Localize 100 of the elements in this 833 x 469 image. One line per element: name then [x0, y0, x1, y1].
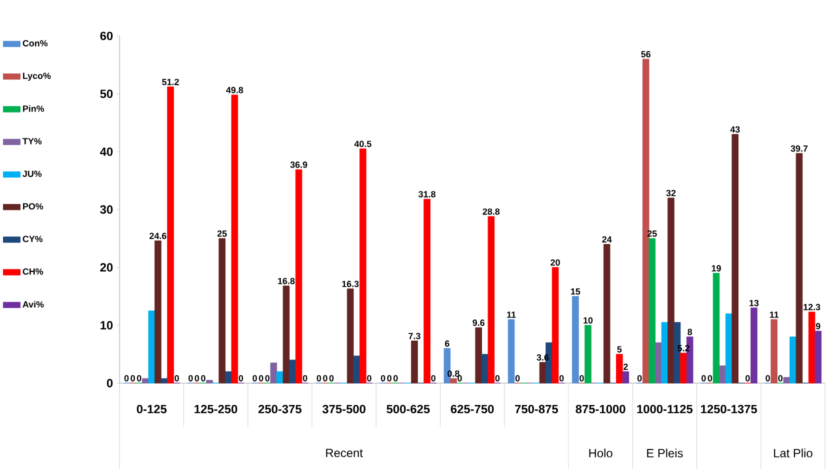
data-label: 10 — [584, 317, 593, 324]
legend-label: Con% — [22, 40, 48, 46]
legend-label: JU% — [22, 170, 42, 177]
data-label: 7.3 — [408, 332, 420, 340]
bar — [148, 310, 156, 384]
data-label: 0 — [136, 375, 142, 382]
y-tick-label: 60 — [100, 32, 113, 40]
data-label: 0 — [702, 375, 706, 382]
data-label: 24 — [602, 236, 612, 242]
x-tick-label: 1250-1375 — [701, 404, 757, 414]
data-label: 9.6 — [472, 319, 484, 326]
bar — [712, 272, 720, 384]
data-label: 0 — [746, 375, 750, 382]
data-label: 25 — [217, 230, 227, 237]
data-label: 0 — [580, 375, 584, 382]
bar — [360, 148, 366, 384]
bar — [584, 324, 592, 384]
x-tick-label: 625-750 — [450, 404, 494, 414]
bar — [572, 296, 579, 384]
bar — [289, 360, 296, 384]
bar — [142, 378, 149, 384]
legend-label: Pin% — [23, 105, 44, 112]
legend-label: CH% — [22, 268, 44, 275]
data-label: 0 — [188, 375, 193, 382]
data-label: 0 — [201, 375, 206, 382]
text: Holo — [589, 448, 612, 458]
data-label: 8 — [688, 328, 692, 336]
bar — [648, 238, 656, 384]
y-tick-label: 0 — [106, 378, 113, 388]
data-label: 40.5 — [354, 140, 372, 148]
data-label: 0 — [302, 375, 308, 382]
x-tick-label: 250-375 — [258, 404, 302, 414]
data-label: 0 — [194, 375, 200, 382]
data-label: 0 — [778, 375, 783, 382]
bar — [224, 371, 232, 384]
data-label: 0 — [316, 375, 322, 382]
bar — [206, 380, 213, 384]
bar — [814, 330, 822, 384]
x-tick-label: 875-1000 — [576, 404, 626, 414]
bar — [642, 58, 650, 384]
x-tick-label: 125-250 — [194, 404, 238, 414]
data-label: 0 — [393, 375, 398, 382]
bar — [790, 336, 796, 384]
legend-label: Avi% — [22, 300, 44, 308]
data-label: 0 — [174, 375, 179, 382]
data-label: 0 — [367, 375, 372, 382]
bar — [750, 308, 758, 384]
data-label: 0 — [124, 375, 129, 382]
data-label: 0 — [380, 375, 386, 382]
bar — [603, 244, 610, 384]
data-label: 0 — [130, 375, 135, 382]
y-tick-label: 10 — [100, 320, 113, 330]
text: E Pleis — [647, 448, 683, 458]
data-label: 24.6 — [150, 232, 166, 240]
data-label: 0 — [458, 375, 462, 382]
data-label: 43 — [730, 126, 740, 133]
data-label: 12.3 — [804, 304, 820, 310]
bar — [295, 169, 302, 384]
x-tick-label: 500-625 — [386, 404, 430, 414]
text: Recent — [326, 448, 363, 458]
data-label: 0 — [323, 375, 328, 382]
bar — [231, 94, 238, 384]
bar — [411, 340, 418, 384]
bar — [770, 319, 778, 384]
legend-label: PO% — [23, 203, 44, 210]
legend-label: CY% — [22, 236, 43, 242]
data-label: 0 — [431, 375, 436, 382]
data-label: 19 — [712, 265, 721, 272]
bar — [719, 365, 726, 384]
data-label: 16.3 — [342, 280, 359, 288]
data-label: 49.8 — [226, 86, 244, 94]
bar — [808, 312, 816, 384]
data-label: 0 — [766, 375, 770, 382]
y-tick-label: 50 — [100, 90, 113, 98]
x-tick-label: 0-125 — [136, 404, 167, 414]
legend-label: Lyco% — [23, 72, 51, 81]
bar — [552, 267, 559, 384]
data-label: 28.8 — [482, 208, 500, 215]
bar — [276, 371, 284, 384]
data-label: 0 — [559, 375, 564, 382]
data-label: 2 — [624, 364, 628, 370]
y-tick-label: 20 — [100, 263, 113, 272]
bar — [783, 377, 790, 384]
bar — [508, 319, 515, 384]
data-label: 0 — [238, 375, 244, 382]
bar — [668, 198, 674, 384]
data-label: 11 — [507, 312, 516, 318]
bar — [282, 286, 290, 384]
data-label: 0 — [637, 375, 642, 382]
data-label: 16.8 — [278, 278, 295, 284]
bar — [796, 153, 803, 384]
data-label: 11 — [770, 312, 779, 318]
data-label: 20 — [550, 259, 560, 266]
bar — [732, 134, 739, 384]
data-label: 36.9 — [290, 161, 308, 168]
legend-label: TY% — [22, 138, 42, 144]
bar — [450, 378, 457, 384]
data-label: 0 — [495, 375, 500, 382]
x-tick-label: 375-500 — [322, 404, 366, 414]
bar — [167, 86, 174, 384]
